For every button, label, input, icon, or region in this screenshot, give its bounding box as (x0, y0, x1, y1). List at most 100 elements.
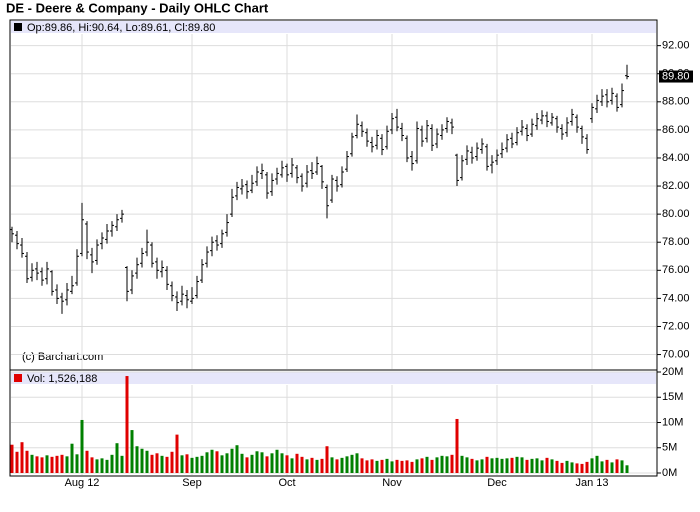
volume-bar (165, 456, 169, 473)
volume-bar (435, 457, 439, 473)
volume-bar (20, 442, 24, 473)
copyright: (c) Barchart.com (22, 351, 103, 363)
x-tick-label: Sep (182, 477, 202, 489)
volume-bar (565, 460, 569, 473)
volume-bar (75, 454, 79, 473)
volume-bar (400, 460, 404, 473)
volume-bar (215, 451, 219, 473)
volume-bar (285, 455, 289, 473)
y-tick-label: 84.00 (662, 152, 690, 164)
volume-bar (305, 459, 309, 473)
volume-bar (85, 450, 89, 473)
volume-bar (545, 457, 549, 473)
y-tick-label: 92.00 (662, 40, 690, 52)
volume-bar (290, 458, 294, 473)
volume-bar (610, 462, 614, 473)
volume-bar (125, 376, 129, 473)
volume-legend: Vol: 1,526,188 (27, 373, 97, 385)
y-tick-label: 88.00 (662, 96, 690, 108)
volume-bar (405, 460, 409, 473)
price-legend-icon (14, 23, 22, 31)
volume-bar (530, 458, 534, 473)
volume-bar (80, 419, 84, 473)
y-tick-label: 74.00 (662, 292, 690, 304)
volume-bar (150, 454, 154, 473)
volume-bar (550, 459, 554, 473)
volume-bar (375, 460, 379, 473)
volume-bar (510, 457, 514, 473)
volume-bar (490, 458, 494, 473)
volume-bar (270, 453, 274, 473)
volume-bar (225, 453, 229, 473)
volume-bar (90, 457, 94, 473)
x-tick-label: Dec (487, 477, 507, 489)
volume-bar (370, 459, 374, 473)
volume-bar (230, 448, 234, 473)
volume-bar (60, 454, 64, 473)
volume-bar (415, 459, 419, 473)
volume-bar (40, 457, 44, 473)
y-tick-label: 20M (662, 366, 683, 378)
volume-bar (425, 456, 429, 473)
y-tick-label: 82.00 (662, 180, 690, 192)
volume-bar (535, 458, 539, 473)
volume-bar (280, 453, 284, 473)
last-price-label: 89.80 (662, 70, 690, 82)
volume-bar (160, 455, 164, 473)
volume-bar (105, 459, 109, 473)
volume-bar (145, 450, 149, 473)
volume-header (11, 372, 656, 384)
volume-bar (480, 459, 484, 473)
y-tick-label: 15M (662, 391, 683, 403)
y-tick-label: 5M (662, 442, 677, 454)
volume-bar (170, 451, 174, 473)
volume-bar (255, 451, 259, 473)
y-tick-label: 70.00 (662, 348, 690, 360)
y-tick-label: 76.00 (662, 264, 690, 276)
volume-bar (185, 454, 189, 473)
volume-bar (110, 454, 114, 473)
x-tick-label: Oct (278, 477, 295, 489)
volume-bar (590, 458, 594, 473)
price-legend: Op:89.86, Hi:90.64, Lo:89.61, Cl:89.80 (27, 22, 215, 34)
volume-bar (295, 453, 299, 473)
volume-bar (575, 463, 579, 473)
volume-bar (350, 454, 354, 473)
volume-bar (600, 461, 604, 473)
volume-bar (465, 457, 469, 473)
volume-bar (365, 460, 369, 473)
volume-bar (235, 445, 239, 473)
volume-bar (410, 461, 414, 473)
volume-bar (275, 449, 279, 473)
volume-bar (115, 443, 119, 473)
volume-bar (495, 457, 499, 473)
volume-bar (120, 455, 124, 473)
volume-bar (505, 458, 509, 473)
volume-bar (100, 458, 104, 473)
volume-bar (395, 459, 399, 473)
x-tick-label: Jan 13 (575, 477, 608, 489)
price-header (11, 21, 656, 33)
y-tick-label: 10M (662, 416, 683, 428)
volume-bar (260, 452, 264, 473)
volume-bar (585, 461, 589, 473)
volume-bar (205, 452, 209, 473)
x-tick-label: Aug 12 (65, 477, 100, 489)
volume-bar (25, 450, 29, 473)
volume-legend-icon (14, 374, 22, 382)
volume-bar (320, 458, 324, 473)
volume-bar (95, 459, 99, 473)
volume-bar (310, 457, 314, 473)
volume-bar (485, 456, 489, 473)
volume-bar (180, 455, 184, 473)
volume-bar (50, 456, 54, 473)
volume-bar (440, 455, 444, 473)
volume-bar (580, 463, 584, 473)
volume-bar (420, 458, 424, 473)
y-tick-label: 78.00 (662, 236, 690, 248)
volume-bar (570, 462, 574, 473)
volume-bar (390, 461, 394, 473)
volume-bar (220, 455, 224, 473)
volume-bar (525, 459, 529, 473)
